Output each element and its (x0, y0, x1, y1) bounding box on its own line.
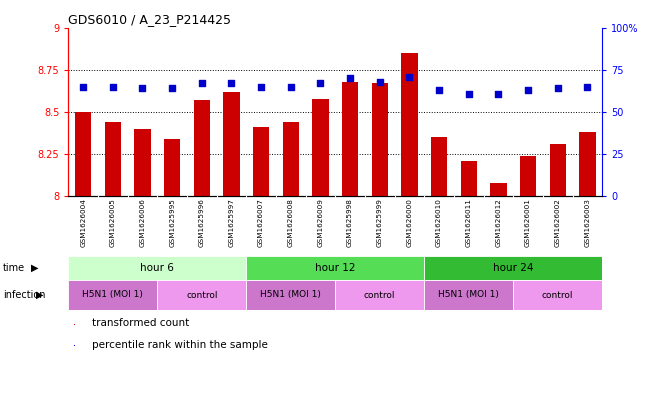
Point (78, 84, 89, 90)
Point (107, 84, 118, 90)
Bar (193, 100, 210, 196)
Bar (401, 53, 417, 196)
Bar (520, 156, 536, 196)
Point (582, 84, 592, 90)
Bar (134, 129, 150, 196)
Point (286, 84, 296, 90)
Text: ▶: ▶ (36, 290, 44, 300)
Text: GSM1625996: GSM1625996 (199, 198, 205, 247)
Bar (68, 280, 158, 310)
Bar (424, 280, 513, 310)
Bar (74, 324, 76, 325)
Bar (335, 280, 424, 310)
Bar (246, 256, 424, 280)
Text: hour 24: hour 24 (493, 263, 533, 273)
Bar (75, 112, 91, 196)
Point (256, 84, 266, 90)
Text: H5N1 (MOI 1): H5N1 (MOI 1) (83, 290, 143, 299)
Text: control: control (364, 290, 396, 299)
Text: control: control (186, 290, 217, 299)
Text: GSM1626011: GSM1626011 (465, 198, 472, 247)
Bar (579, 132, 596, 196)
Bar (513, 280, 602, 310)
Text: ▶: ▶ (31, 263, 39, 273)
Text: GSM1626005: GSM1626005 (110, 198, 116, 247)
Text: GSM1626006: GSM1626006 (139, 198, 145, 247)
Point (374, 79, 385, 85)
Point (315, 80, 326, 86)
Bar (158, 280, 246, 310)
Text: percentile rank within the sample: percentile rank within the sample (92, 340, 268, 349)
Bar (549, 144, 566, 196)
Text: time: time (3, 263, 25, 273)
Point (404, 73, 415, 80)
Text: GSM1625997: GSM1625997 (229, 198, 234, 247)
Bar (460, 161, 477, 196)
Bar (424, 256, 602, 280)
Point (493, 90, 504, 97)
Bar (74, 345, 76, 346)
Bar (490, 183, 506, 196)
Text: GSM1626004: GSM1626004 (80, 198, 86, 247)
Bar (312, 99, 329, 196)
Text: GDS6010 / A_23_P214425: GDS6010 / A_23_P214425 (68, 13, 231, 26)
Bar (431, 137, 447, 196)
Text: GSM1625995: GSM1625995 (169, 198, 175, 247)
Text: GSM1626007: GSM1626007 (258, 198, 264, 247)
Bar (164, 139, 180, 196)
Text: GSM1626012: GSM1626012 (495, 198, 501, 247)
Text: GSM1626001: GSM1626001 (525, 198, 531, 247)
Text: H5N1 (MOI 1): H5N1 (MOI 1) (260, 290, 321, 299)
Text: transformed count: transformed count (92, 318, 189, 329)
Point (345, 75, 355, 81)
Point (167, 85, 177, 92)
Text: GSM1625999: GSM1625999 (377, 198, 383, 247)
Bar (342, 82, 358, 196)
Text: H5N1 (MOI 1): H5N1 (MOI 1) (438, 290, 499, 299)
Text: GSM1626009: GSM1626009 (318, 198, 324, 247)
Point (137, 85, 148, 92)
Text: GSM1626002: GSM1626002 (555, 198, 561, 247)
Text: GSM1626000: GSM1626000 (406, 198, 412, 247)
Point (553, 85, 563, 92)
Point (523, 87, 533, 93)
Text: GSM1626010: GSM1626010 (436, 198, 442, 247)
Text: infection: infection (3, 290, 46, 300)
Bar (105, 122, 121, 196)
Point (227, 80, 237, 86)
Text: GSM1626003: GSM1626003 (585, 198, 590, 247)
Point (434, 87, 444, 93)
Bar (372, 83, 388, 196)
Text: GSM1626008: GSM1626008 (288, 198, 294, 247)
Text: hour 12: hour 12 (315, 263, 355, 273)
Bar (283, 122, 299, 196)
Bar (68, 256, 246, 280)
Bar (246, 280, 335, 310)
Text: control: control (542, 290, 574, 299)
Text: hour 6: hour 6 (141, 263, 174, 273)
Point (464, 90, 474, 97)
Point (197, 80, 207, 86)
Text: GSM1625998: GSM1625998 (347, 198, 353, 247)
Bar (253, 127, 270, 196)
Bar (223, 92, 240, 196)
